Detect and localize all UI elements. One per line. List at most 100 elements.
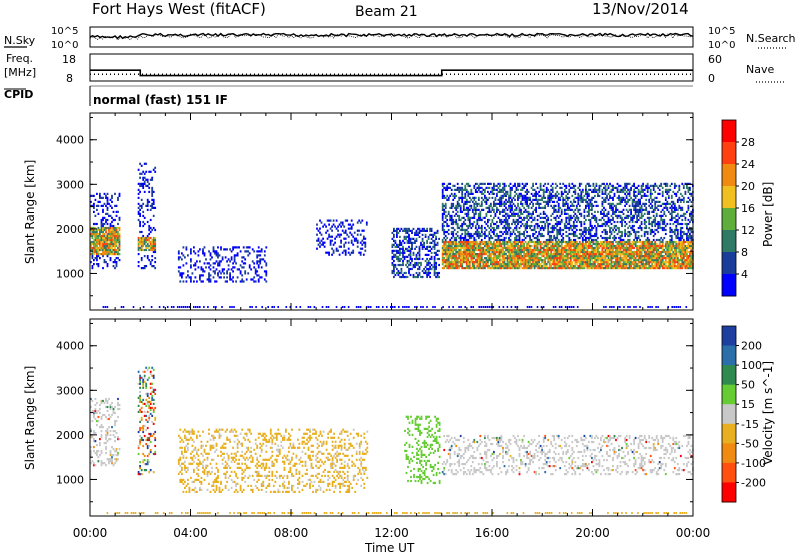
echo-cell	[117, 196, 119, 199]
echo-cell	[403, 227, 406, 230]
echo-cell	[447, 248, 450, 252]
echo-cell	[408, 233, 410, 236]
echo-cell	[433, 269, 436, 273]
echo-cell	[545, 218, 548, 222]
echo-cell	[464, 240, 467, 244]
echo-cell	[355, 237, 358, 240]
echo-cell	[588, 198, 590, 201]
echo-cell	[499, 184, 501, 187]
echo-cell	[616, 246, 619, 250]
echo-cell	[361, 243, 364, 246]
echo-cell	[636, 202, 638, 205]
echo-cell	[93, 222, 95, 226]
echo-cell	[524, 255, 527, 258]
echo-cell	[634, 267, 637, 270]
echo-cell	[450, 261, 453, 264]
echo-cell	[364, 237, 367, 240]
echo-cell	[476, 255, 479, 258]
echo-cell	[496, 224, 498, 228]
echo-cell	[453, 248, 456, 252]
echo-cell	[140, 240, 143, 244]
echo-cell	[326, 229, 329, 232]
echo-cell	[400, 269, 403, 273]
echo-cell	[618, 202, 620, 205]
echo-cell	[538, 190, 540, 193]
echo-cell	[520, 224, 522, 228]
echo-cell	[415, 275, 418, 279]
echo-cell	[646, 255, 649, 258]
echo-cell	[628, 188, 631, 191]
echo-cell	[521, 255, 524, 258]
echo-cell	[645, 255, 648, 258]
echo-cell	[465, 214, 468, 217]
echo-cell	[547, 228, 550, 232]
echo-cell	[560, 257, 563, 260]
echo-cell	[433, 245, 436, 248]
echo-cell	[418, 253, 421, 256]
echo-cell	[538, 248, 540, 252]
echo-cell	[634, 204, 637, 207]
echo-cell	[477, 196, 480, 199]
echo-cell	[112, 261, 115, 264]
echo-cell	[473, 196, 476, 199]
echo-cell	[226, 272, 228, 275]
echo-cell	[574, 184, 577, 187]
echo-cell	[509, 202, 512, 205]
echo-cell	[146, 220, 149, 224]
echo-cell	[470, 261, 473, 264]
echo-cell	[625, 250, 628, 254]
echo-cell	[338, 223, 341, 226]
echo-cell	[102, 267, 104, 270]
echo-cell	[514, 255, 516, 258]
echo-cell	[473, 202, 476, 205]
echo-cell	[601, 244, 604, 248]
echo-cell	[505, 265, 507, 268]
echo-cell	[592, 184, 595, 187]
echo-cell	[645, 257, 648, 260]
echo-cell	[609, 259, 611, 262]
echo-cell	[643, 240, 646, 244]
echo-cell	[536, 200, 539, 203]
echo-cell	[634, 240, 637, 244]
echo-cell	[245, 278, 248, 281]
echo-cell	[452, 265, 455, 268]
echo-cell	[613, 267, 616, 270]
echo-cell	[649, 244, 652, 248]
echo-cell	[423, 271, 425, 275]
echo-cell	[93, 234, 95, 238]
echo-cell	[607, 216, 610, 219]
echo-cell	[230, 250, 233, 253]
echo-cell	[102, 208, 104, 211]
echo-cell	[610, 261, 613, 264]
echo-cell	[588, 230, 590, 234]
freq-panel-frame	[89, 53, 694, 82]
echo-cell	[477, 226, 480, 230]
echo-cell	[399, 247, 401, 250]
echo-cell	[649, 261, 652, 264]
echo-cell	[476, 232, 479, 236]
echo-cell	[111, 234, 113, 238]
echo-cell	[102, 196, 104, 199]
echo-cell	[456, 224, 459, 228]
echo-cell	[114, 230, 116, 234]
echo-cell	[403, 275, 406, 279]
echo-cell	[612, 212, 614, 215]
echo-cell	[97, 234, 100, 238]
echo-cell	[535, 230, 537, 234]
echo-cell	[634, 208, 637, 211]
echo-cell	[607, 218, 610, 222]
echo-cell	[624, 240, 626, 244]
echo-cell	[556, 246, 559, 250]
echo-cell	[520, 263, 522, 266]
echo-cell	[476, 242, 479, 246]
echo-cell	[604, 188, 607, 191]
echo-cell	[500, 253, 503, 256]
echo-cell	[634, 232, 637, 236]
echo-cell	[479, 250, 482, 254]
echo-cell	[212, 266, 215, 269]
echo-cell	[585, 261, 587, 264]
echo-cell	[471, 263, 474, 266]
echo-cell	[109, 246, 112, 250]
echo-cell	[393, 243, 395, 246]
freq-unit-label: [MHz]	[4, 66, 36, 79]
